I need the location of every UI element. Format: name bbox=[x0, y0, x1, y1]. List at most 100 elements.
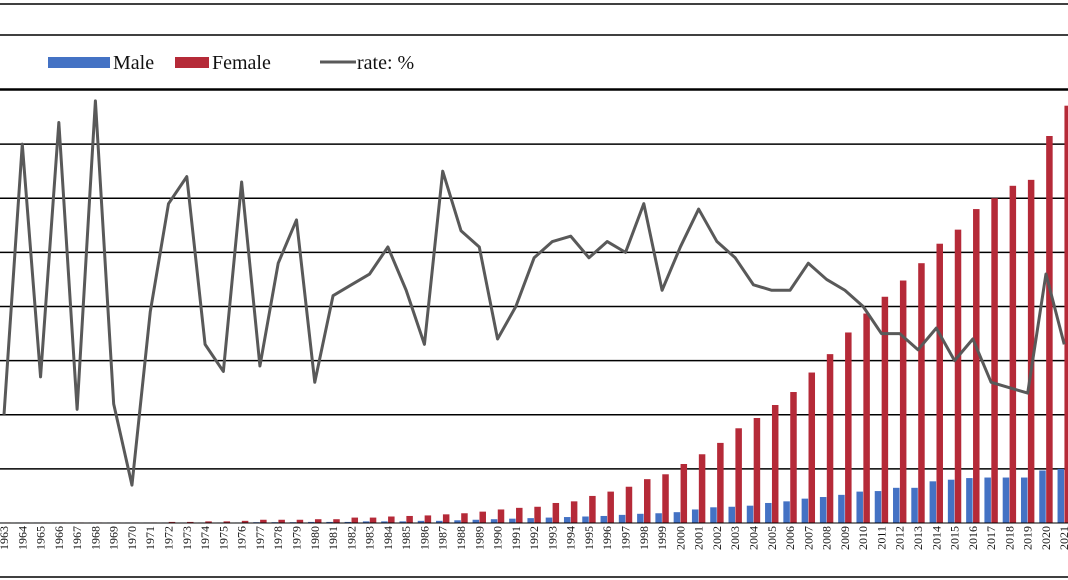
bar-male bbox=[490, 519, 498, 523]
bar-male bbox=[728, 506, 735, 523]
bar-female bbox=[333, 519, 340, 523]
bar-male bbox=[637, 513, 644, 523]
chart-legend: Male Female rate: % bbox=[48, 52, 414, 74]
x-tick-label: 1965 bbox=[34, 526, 48, 550]
bar-male bbox=[710, 507, 717, 523]
x-tick-label: 1968 bbox=[88, 526, 102, 550]
bar-male bbox=[1020, 477, 1028, 523]
x-tick-label: 2001 bbox=[692, 526, 706, 550]
legend-item-female: Female bbox=[175, 52, 271, 74]
bar-female bbox=[625, 486, 633, 523]
x-tick-label: 1974 bbox=[198, 526, 212, 550]
x-tick-label: 2003 bbox=[728, 526, 742, 550]
bar-male bbox=[344, 521, 352, 523]
bar-female bbox=[461, 513, 468, 523]
x-tick-label: 1990 bbox=[491, 526, 505, 550]
bar-male bbox=[911, 487, 918, 523]
x-tick-label: 2010 bbox=[856, 526, 870, 550]
legend-item-male: Male bbox=[48, 52, 154, 74]
bar-male bbox=[527, 518, 534, 523]
bar-male bbox=[618, 514, 626, 523]
x-tick-label: 2005 bbox=[765, 526, 779, 550]
bar-male bbox=[1057, 468, 1065, 523]
bar-female bbox=[223, 521, 231, 523]
bar-male bbox=[326, 521, 333, 523]
bar-female bbox=[808, 372, 816, 523]
bar-male bbox=[582, 516, 589, 523]
x-tick-label: 1977 bbox=[253, 526, 267, 550]
x-tick-label: 1982 bbox=[344, 526, 358, 550]
x-tick-label: 1989 bbox=[472, 526, 486, 550]
bar-female bbox=[936, 243, 943, 523]
x-tick-label: 2004 bbox=[746, 526, 760, 550]
x-tick-label: 1979 bbox=[289, 526, 303, 550]
bar-male bbox=[765, 502, 772, 523]
bar-female bbox=[881, 296, 889, 523]
bar-male bbox=[819, 497, 827, 523]
bar-female bbox=[753, 417, 761, 523]
x-tick-label: 1988 bbox=[454, 526, 468, 550]
bar-female bbox=[662, 474, 669, 523]
bar-male bbox=[381, 521, 388, 523]
x-tick-label: 1975 bbox=[216, 526, 230, 550]
x-tick-label: 2017 bbox=[984, 526, 998, 550]
x-tick-label: 1963 bbox=[0, 526, 11, 550]
bar-female bbox=[497, 509, 505, 523]
bar-female bbox=[644, 479, 651, 523]
bar-female bbox=[954, 229, 962, 523]
x-tick-label: 1983 bbox=[363, 526, 377, 550]
chart-frame bbox=[0, 3, 1068, 578]
bar-male bbox=[783, 501, 790, 523]
bar-male bbox=[362, 521, 370, 523]
x-tick-labels: 1963 1964 1965 1966 1967 1968 1969 1970 1971 1972… bbox=[0, 526, 1068, 550]
bar-male bbox=[600, 515, 608, 523]
bar-female bbox=[479, 511, 486, 523]
bar-male bbox=[984, 477, 991, 523]
bar-female bbox=[589, 495, 596, 523]
x-tick-label: 1987 bbox=[436, 526, 450, 550]
bar-male bbox=[545, 517, 553, 523]
bar-female bbox=[351, 517, 359, 523]
legend-swatch-male bbox=[48, 57, 110, 68]
bar-male bbox=[838, 494, 845, 523]
bar-male bbox=[874, 491, 882, 523]
x-tick-label: 1996 bbox=[600, 526, 614, 550]
bar-female bbox=[845, 332, 852, 523]
bar-male bbox=[436, 520, 443, 523]
x-tick-label: 1995 bbox=[582, 526, 596, 550]
bar-female bbox=[863, 313, 870, 523]
bar-female bbox=[314, 519, 322, 523]
x-tick-label: 1997 bbox=[619, 526, 633, 550]
bar-female bbox=[607, 491, 614, 523]
bar-male bbox=[399, 521, 406, 523]
x-tick-label: 2011 bbox=[874, 526, 888, 550]
bar-female bbox=[918, 263, 925, 523]
bar-female bbox=[698, 454, 706, 523]
bar-female bbox=[570, 501, 578, 523]
bar-female bbox=[790, 392, 797, 523]
x-tick-label: 2020 bbox=[1039, 526, 1053, 550]
bar-female bbox=[534, 506, 541, 523]
rate-line bbox=[2, 99, 1066, 487]
x-tick-label: 2002 bbox=[710, 526, 724, 550]
bar-male bbox=[417, 520, 425, 523]
bar-female bbox=[735, 428, 742, 523]
bar-female bbox=[424, 515, 432, 523]
bar-female bbox=[1027, 179, 1035, 523]
x-tick-label: 1985 bbox=[399, 526, 413, 550]
bar-male bbox=[1002, 477, 1010, 523]
legend-label-male: Male bbox=[113, 52, 154, 74]
bar-female bbox=[973, 209, 980, 523]
x-tick-label: 2009 bbox=[838, 526, 852, 550]
bar-female bbox=[826, 354, 834, 523]
bar-female bbox=[1064, 105, 1068, 523]
bar-male bbox=[801, 498, 809, 523]
x-tick-label: 1993 bbox=[545, 526, 559, 550]
x-tick-label: 2006 bbox=[783, 526, 797, 550]
bar-male bbox=[673, 512, 681, 523]
bar-female bbox=[388, 516, 395, 523]
bar-female bbox=[406, 515, 413, 523]
bar-female bbox=[260, 519, 267, 523]
bar-male bbox=[563, 517, 571, 523]
